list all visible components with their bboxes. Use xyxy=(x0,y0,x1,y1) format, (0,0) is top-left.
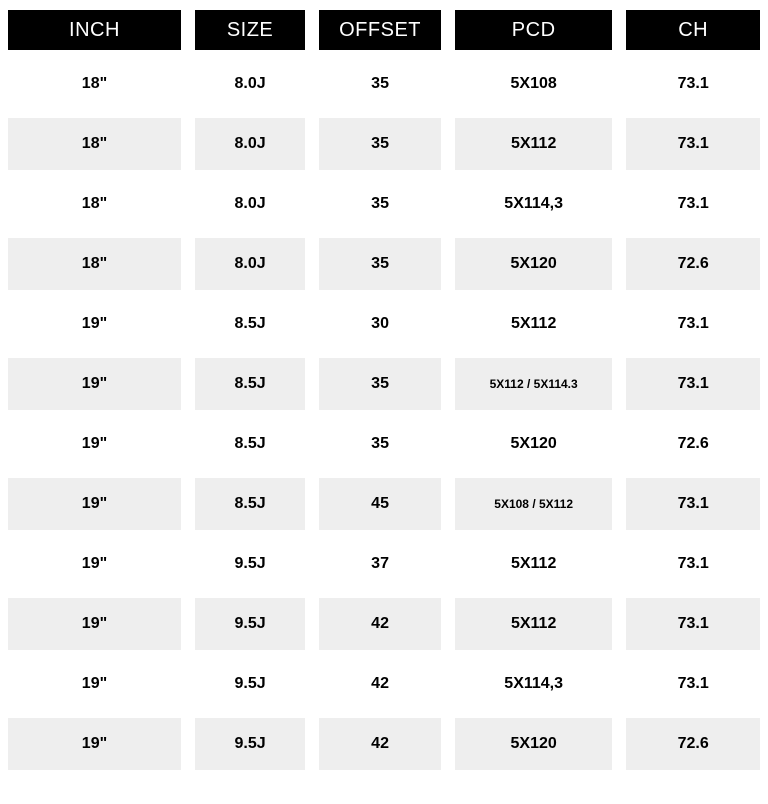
cell-inch: 18" xyxy=(8,238,181,290)
cell-pcd: 5X120 xyxy=(455,418,612,470)
cell-pcd: 5X112 xyxy=(455,118,612,170)
cell-offset: 42 xyxy=(319,718,441,770)
cell-inch: 19" xyxy=(8,478,181,530)
cell-ch: 72.6 xyxy=(626,238,760,290)
cell-pcd: 5X120 xyxy=(455,238,612,290)
cell-offset: 35 xyxy=(319,418,441,470)
cell-pcd: 5X112 xyxy=(455,538,612,590)
cell-size: 8.5J xyxy=(195,478,305,530)
cell-ch: 72.6 xyxy=(626,718,760,770)
cell-pcd: 5X120 xyxy=(455,718,612,770)
cell-size: 9.5J xyxy=(195,538,305,590)
cell-size: 8.0J xyxy=(195,118,305,170)
col-header-pcd: PCD xyxy=(455,10,612,50)
cell-inch: 19" xyxy=(8,598,181,650)
cell-offset: 30 xyxy=(319,298,441,350)
cell-offset: 35 xyxy=(319,358,441,410)
cell-size: 8.0J xyxy=(195,178,305,230)
cell-size: 9.5J xyxy=(195,658,305,710)
cell-size: 8.0J xyxy=(195,238,305,290)
table-row: 19" 8.5J 35 5X112 / 5X114.3 73.1 xyxy=(8,358,760,410)
cell-pcd: 5X108 xyxy=(455,58,612,110)
cell-size: 9.5J xyxy=(195,718,305,770)
cell-ch: 73.1 xyxy=(626,658,760,710)
col-header-offset: OFFSET xyxy=(319,10,441,50)
cell-inch: 19" xyxy=(8,298,181,350)
cell-pcd: 5X114,3 xyxy=(455,658,612,710)
cell-pcd: 5X114,3 xyxy=(455,178,612,230)
table-row: 18" 8.0J 35 5X112 73.1 xyxy=(8,118,760,170)
cell-pcd: 5X112 / 5X114.3 xyxy=(455,358,612,410)
cell-inch: 18" xyxy=(8,118,181,170)
table-row: 19" 8.5J 45 5X108 / 5X112 73.1 xyxy=(8,478,760,530)
table-row: 19" 9.5J 37 5X112 73.1 xyxy=(8,538,760,590)
cell-pcd: 5X108 / 5X112 xyxy=(455,478,612,530)
cell-inch: 18" xyxy=(8,178,181,230)
cell-inch: 18" xyxy=(8,58,181,110)
table-header-row: INCH SIZE OFFSET PCD CH xyxy=(8,10,760,50)
cell-size: 8.0J xyxy=(195,58,305,110)
table-row: 19" 8.5J 35 5X120 72.6 xyxy=(8,418,760,470)
table-row: 18" 8.0J 35 5X114,3 73.1 xyxy=(8,178,760,230)
cell-ch: 73.1 xyxy=(626,598,760,650)
col-header-ch: CH xyxy=(626,10,760,50)
cell-size: 8.5J xyxy=(195,418,305,470)
cell-inch: 19" xyxy=(8,718,181,770)
cell-ch: 73.1 xyxy=(626,118,760,170)
table-row: 18" 8.0J 35 5X120 72.6 xyxy=(8,238,760,290)
col-header-size: SIZE xyxy=(195,10,305,50)
cell-inch: 19" xyxy=(8,418,181,470)
cell-pcd: 5X112 xyxy=(455,298,612,350)
wheel-spec-table: INCH SIZE OFFSET PCD CH 18" 8.0J 35 5X108 73… xyxy=(8,10,760,770)
table-row: 19" 8.5J 30 5X112 73.1 xyxy=(8,298,760,350)
cell-offset: 35 xyxy=(319,238,441,290)
cell-inch: 19" xyxy=(8,658,181,710)
cell-offset: 42 xyxy=(319,598,441,650)
cell-ch: 73.1 xyxy=(626,358,760,410)
cell-offset: 45 xyxy=(319,478,441,530)
cell-ch: 73.1 xyxy=(626,298,760,350)
cell-offset: 42 xyxy=(319,658,441,710)
cell-size: 8.5J xyxy=(195,298,305,350)
cell-ch: 73.1 xyxy=(626,58,760,110)
cell-offset: 35 xyxy=(319,58,441,110)
cell-size: 9.5J xyxy=(195,598,305,650)
cell-ch: 73.1 xyxy=(626,178,760,230)
cell-size: 8.5J xyxy=(195,358,305,410)
table-row: 19" 9.5J 42 5X120 72.6 xyxy=(8,718,760,770)
cell-offset: 35 xyxy=(319,118,441,170)
cell-inch: 19" xyxy=(8,358,181,410)
cell-inch: 19" xyxy=(8,538,181,590)
table-row: 19" 9.5J 42 5X112 73.1 xyxy=(8,598,760,650)
cell-ch: 73.1 xyxy=(626,538,760,590)
cell-offset: 35 xyxy=(319,178,441,230)
cell-offset: 37 xyxy=(319,538,441,590)
cell-ch: 72.6 xyxy=(626,418,760,470)
table-row: 19" 9.5J 42 5X114,3 73.1 xyxy=(8,658,760,710)
cell-pcd: 5X112 xyxy=(455,598,612,650)
cell-ch: 73.1 xyxy=(626,478,760,530)
table-row: 18" 8.0J 35 5X108 73.1 xyxy=(8,58,760,110)
col-header-inch: INCH xyxy=(8,10,181,50)
